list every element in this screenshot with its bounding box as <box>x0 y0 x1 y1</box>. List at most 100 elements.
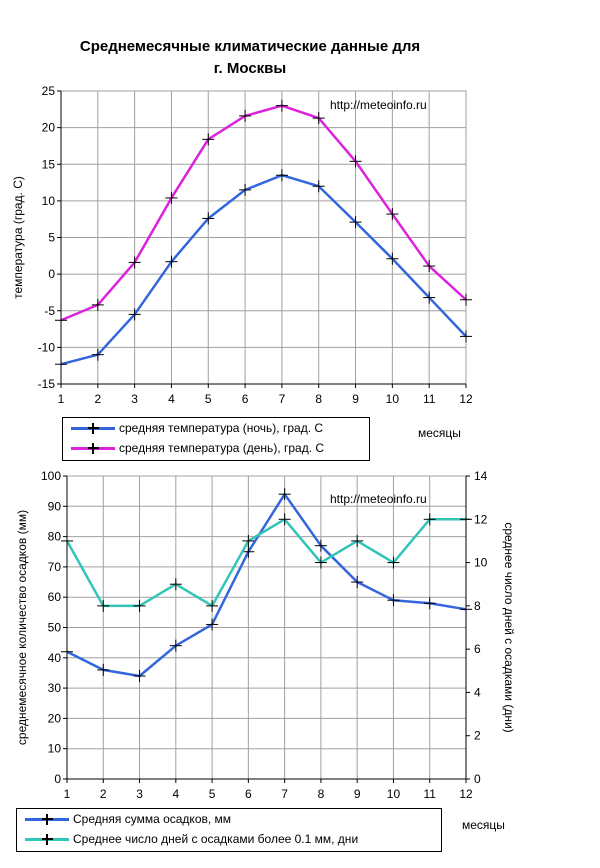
x-tick-label: 10 <box>387 787 401 801</box>
data-point-series-0 <box>128 308 141 321</box>
data-point-series-1 <box>242 534 255 547</box>
y-tick-label: 40 <box>48 651 62 665</box>
y-tick-label: 20 <box>42 121 56 135</box>
data-point-series-0 <box>278 488 291 501</box>
x-tick-label: 9 <box>354 787 361 801</box>
legend-label-day: средняя температура (день), град. С <box>119 441 325 455</box>
x-tick-label: 2 <box>100 787 107 801</box>
legend-label-night: средняя температура (ночь), град. С <box>119 421 324 435</box>
chart-title-line-1: Среднемесячные климатические данные для <box>79 38 421 55</box>
y-tick-label: 15 <box>42 157 56 171</box>
data-point-series-0 <box>202 212 215 225</box>
y-tick-label: 90 <box>48 499 62 513</box>
data-point-series-0 <box>91 348 104 361</box>
precipitation-legend: Средняя сумма осадков, мм Среднее число … <box>16 808 442 852</box>
y-tick-label: 50 <box>48 621 62 635</box>
x-tick-label: 7 <box>281 787 288 801</box>
chart-title-line-2: г. Москвы <box>213 60 287 77</box>
data-point-series-0 <box>387 594 400 607</box>
data-point-series-1 <box>61 534 73 547</box>
legend-item-night: средняя температура (ночь), град. С <box>63 418 369 438</box>
x-tick-label: 3 <box>136 787 143 801</box>
data-point-series-0 <box>349 216 362 229</box>
data-point-series-1 <box>239 109 252 122</box>
x-tick-label: 4 <box>168 392 175 406</box>
y-tick-label: 0 <box>48 267 55 281</box>
data-point-series-1 <box>133 599 146 612</box>
data-point-series-1 <box>97 599 110 612</box>
data-point-series-1 <box>165 191 178 204</box>
data-point-series-1 <box>312 112 325 125</box>
watermark-url: http://meteoinfo.ru <box>330 98 427 112</box>
legend-item-precip-days: Среднее число дней с осадками более 0.1 … <box>17 829 441 849</box>
data-point-series-1 <box>386 208 399 221</box>
x-tick-label: 4 <box>172 787 179 801</box>
data-point-series-0 <box>165 255 178 268</box>
y-tick-label: 30 <box>48 681 62 695</box>
y-axis-label-right: среднее число дней с осадками (дни) <box>502 522 516 732</box>
x-tick-label: 11 <box>423 787 436 801</box>
y-tick-label: 60 <box>48 590 62 604</box>
data-point-series-1 <box>206 599 219 612</box>
series-line-1 <box>65 518 466 608</box>
legend-item-precip-sum: Средняя сумма осадков, мм <box>17 809 441 829</box>
data-point-series-1 <box>349 155 362 168</box>
y-tick-label: 10 <box>42 194 56 208</box>
x-tick-label: 12 <box>459 392 473 406</box>
data-point-series-1 <box>460 513 472 526</box>
legend-item-day: средняя температура (день), град. С <box>63 438 369 458</box>
data-point-series-0 <box>61 645 73 658</box>
data-point-series-0 <box>423 291 436 304</box>
data-point-series-1 <box>278 513 291 526</box>
legend-swatch-precip-days <box>25 834 69 845</box>
legend-label-precip-days: Среднее число дней с осадками более 0.1 … <box>73 832 359 846</box>
legend-label-precip-sum: Средняя сумма осадков, мм <box>73 812 232 826</box>
y-tick-label: 100 <box>41 469 61 483</box>
data-point-series-0 <box>55 358 67 371</box>
legend-swatch-day <box>71 443 115 454</box>
x-tick-label: 6 <box>242 392 249 406</box>
precipitation-x-axis-label: месяцы <box>462 818 505 832</box>
data-point-series-1 <box>387 556 400 569</box>
x-tick-label: 3 <box>131 392 138 406</box>
x-tick-label: 5 <box>205 392 212 406</box>
data-point-series-0 <box>275 169 288 182</box>
data-point-series-0 <box>239 183 252 196</box>
x-tick-label: 12 <box>459 787 473 801</box>
x-tick-label: 5 <box>209 787 216 801</box>
x-tick-label: 6 <box>245 787 252 801</box>
data-point-series-0 <box>460 330 472 343</box>
x-tick-label: 8 <box>315 392 322 406</box>
data-point-series-1 <box>423 513 436 526</box>
data-point-series-1 <box>128 256 141 269</box>
y-tick-label: 20 <box>48 711 62 725</box>
y-tick-label: 80 <box>48 530 62 544</box>
y-tick-label: -10 <box>38 340 56 354</box>
data-point-series-1 <box>55 314 67 327</box>
y-tick-label: 25 <box>42 84 56 98</box>
y-right-tick-label: 14 <box>474 469 488 483</box>
y-right-tick-label: 0 <box>474 772 481 786</box>
data-point-series-0 <box>169 639 182 652</box>
legend-swatch-night <box>71 423 115 434</box>
data-point-series-0 <box>97 663 110 676</box>
y-tick-label: -5 <box>44 304 55 318</box>
data-point-series-0 <box>133 669 146 682</box>
y-right-tick-label: 12 <box>474 512 488 526</box>
series-line-0 <box>60 173 467 366</box>
data-point-series-0 <box>314 539 327 552</box>
watermark-url: http://meteoinfo.ru <box>330 492 427 506</box>
y-axis-label: температура (град. С) <box>11 176 25 299</box>
data-point-series-0 <box>206 618 219 631</box>
y-axis-label: среднемесячное количество осадков (мм) <box>15 510 29 745</box>
x-tick-label: 1 <box>64 787 71 801</box>
chart-title: Среднемесячные климатические данные для … <box>40 36 460 80</box>
data-point-series-1 <box>275 99 288 112</box>
x-tick-label: 1 <box>58 392 65 406</box>
x-tick-label: 9 <box>352 392 359 406</box>
data-point-series-1 <box>91 298 104 311</box>
data-point-series-1 <box>314 556 327 569</box>
data-point-series-0 <box>242 545 255 558</box>
